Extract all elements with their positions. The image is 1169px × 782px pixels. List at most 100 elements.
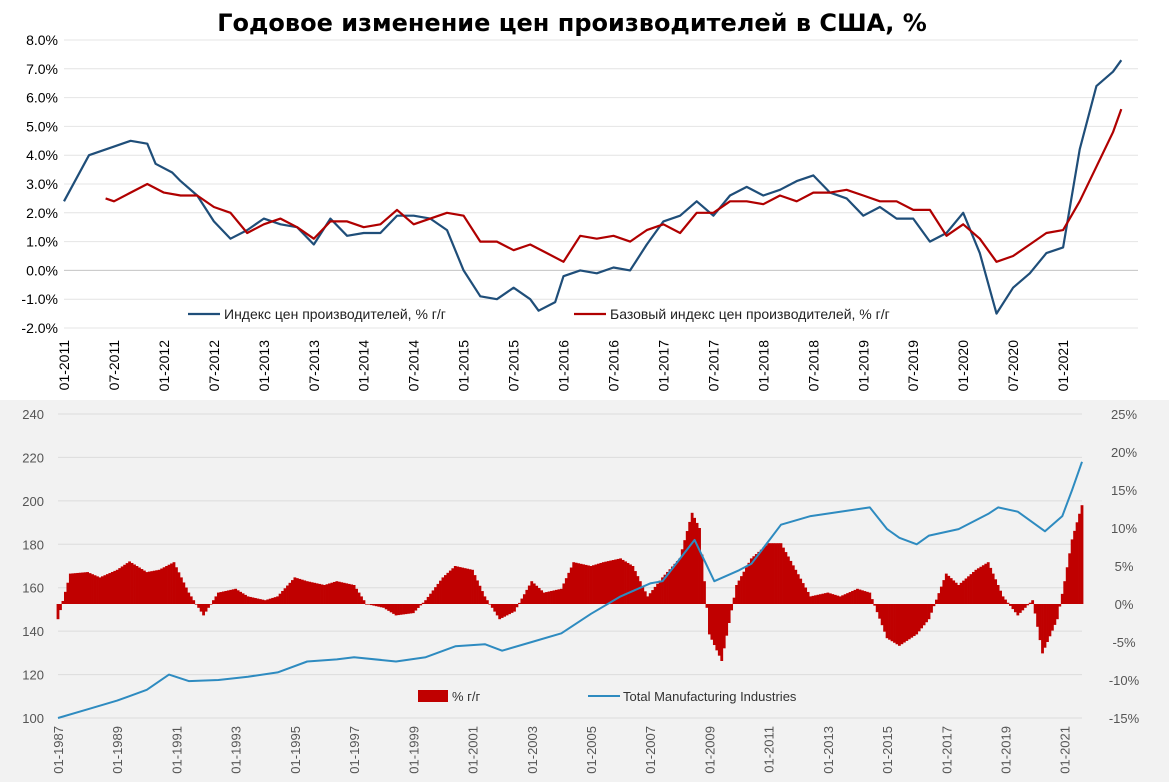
chart2-bar (700, 554, 704, 604)
chart2-bar (1041, 604, 1044, 654)
chart1-x-tick: 07-2015 (506, 340, 522, 392)
chart2-bar (858, 589, 862, 604)
chart2-bar (367, 604, 371, 605)
chart2-bar (594, 564, 598, 604)
chart2-bar (1075, 522, 1079, 604)
chart2-bar (342, 582, 346, 604)
chart2-bar (708, 604, 711, 635)
chart2-bar (226, 590, 230, 604)
chart2-bar (360, 596, 363, 604)
ppi-yoy-chart: Годовое изменение цен производителей в С… (21, 9, 1138, 392)
chart2-bar (572, 562, 576, 604)
chart2-bar (885, 604, 889, 639)
chart2-bar (547, 591, 551, 604)
chart2-right-tick: 0% (1115, 597, 1134, 612)
chart2-x-tick: 01-2009 (702, 726, 717, 774)
chart1-series-line-0 (63, 59, 1123, 315)
chart2-bar (157, 569, 161, 604)
chart1-y-tick: 0.0% (26, 262, 58, 278)
chart2-bar (508, 604, 511, 615)
chart2-bar (530, 581, 534, 604)
chart2-x-tick: 01-2007 (643, 726, 658, 774)
chart1-x-tick: 07-2013 (306, 340, 322, 392)
chart1-legend: Индекс цен производителей, % г/г Базовый … (188, 306, 890, 322)
chart2-bar (120, 566, 124, 604)
chart2-bar (606, 561, 610, 604)
chart2-left-tick: 140 (22, 624, 44, 639)
chart2-bar (476, 580, 479, 604)
chart2-bar (448, 570, 452, 604)
chart2-bar (893, 604, 896, 643)
chart2-bar (915, 604, 919, 635)
chart2-bar (806, 591, 810, 604)
chart2-bar (592, 565, 595, 604)
chart2-bar (347, 583, 351, 604)
chart2-bar (794, 569, 798, 604)
chart2-bar (1004, 599, 1007, 604)
chart2-bar (878, 604, 882, 619)
chart2-bar (369, 604, 373, 606)
chart2-bar (68, 573, 72, 604)
chart1-x-tick: 01-2016 (556, 340, 572, 392)
chart2-bar (910, 604, 914, 638)
chart2-bar (902, 604, 906, 643)
chart2-bar (732, 597, 736, 604)
chart2-bar (105, 574, 109, 604)
chart1-gridlines (64, 39, 1138, 329)
chart2-bar (59, 604, 62, 611)
chart1-x-tick: 01-2015 (456, 340, 472, 392)
chart2-bar (355, 588, 358, 604)
chart2-bar (244, 594, 247, 604)
chart2-bar (774, 543, 778, 604)
chart1-series (63, 59, 1123, 315)
chart2-right-tick: 25% (1111, 407, 1137, 422)
chart2-x-tick: 01-1993 (229, 726, 244, 774)
chart1-x-tick: 01-2021 (1055, 340, 1071, 392)
chart2-bar (673, 563, 677, 604)
chart2-bar (216, 592, 220, 604)
chart2-bar (515, 604, 519, 608)
chart2-bar (439, 580, 442, 604)
chart2-bar (638, 581, 642, 604)
chart2-bar (833, 594, 837, 604)
chart2-bar (503, 604, 507, 617)
chart2-bar (994, 579, 998, 604)
chart2-bar (337, 581, 341, 604)
chart2-bar (308, 581, 312, 604)
chart2-bar (749, 558, 753, 604)
chart2-bar (177, 572, 181, 604)
chart2-bar (809, 596, 812, 604)
chart2-bar (722, 604, 726, 649)
chart1-y-tick: 3.0% (26, 176, 58, 192)
chart2-bar (170, 563, 173, 604)
chart2-bar (848, 592, 852, 604)
chart2-bar (796, 574, 800, 604)
chart2-bar (409, 604, 413, 614)
chart2-bar (1048, 604, 1052, 637)
chart2-bar (907, 604, 911, 640)
chart2-bar (182, 582, 186, 604)
chart2-legend-swatch-bars (418, 690, 448, 702)
chart2-bar (234, 588, 238, 604)
chart2-bar (838, 596, 842, 604)
chart2-bar (56, 604, 60, 620)
chart2-bar (925, 604, 928, 623)
chart2-bar (286, 585, 289, 604)
chart2-bar (189, 596, 193, 604)
chart2-bar (365, 604, 368, 605)
chart2-bar (949, 578, 953, 604)
chart1-x-tick: 01-2013 (256, 340, 272, 392)
chart2-bar (187, 592, 191, 604)
chart2-bar (683, 540, 687, 604)
chart2-bar (996, 585, 1000, 604)
chart2-left-tick: 180 (22, 537, 44, 552)
chart2-bar (939, 586, 943, 604)
chart2-bar (101, 576, 104, 604)
chart2-bar (668, 569, 672, 604)
chart2-bar (108, 573, 112, 604)
chart2-bar (944, 573, 948, 604)
chart2-bar (643, 591, 647, 604)
chart2-bar (281, 590, 284, 604)
chart2-bar (485, 600, 489, 604)
chart1-y-tick: 8.0% (26, 32, 58, 48)
